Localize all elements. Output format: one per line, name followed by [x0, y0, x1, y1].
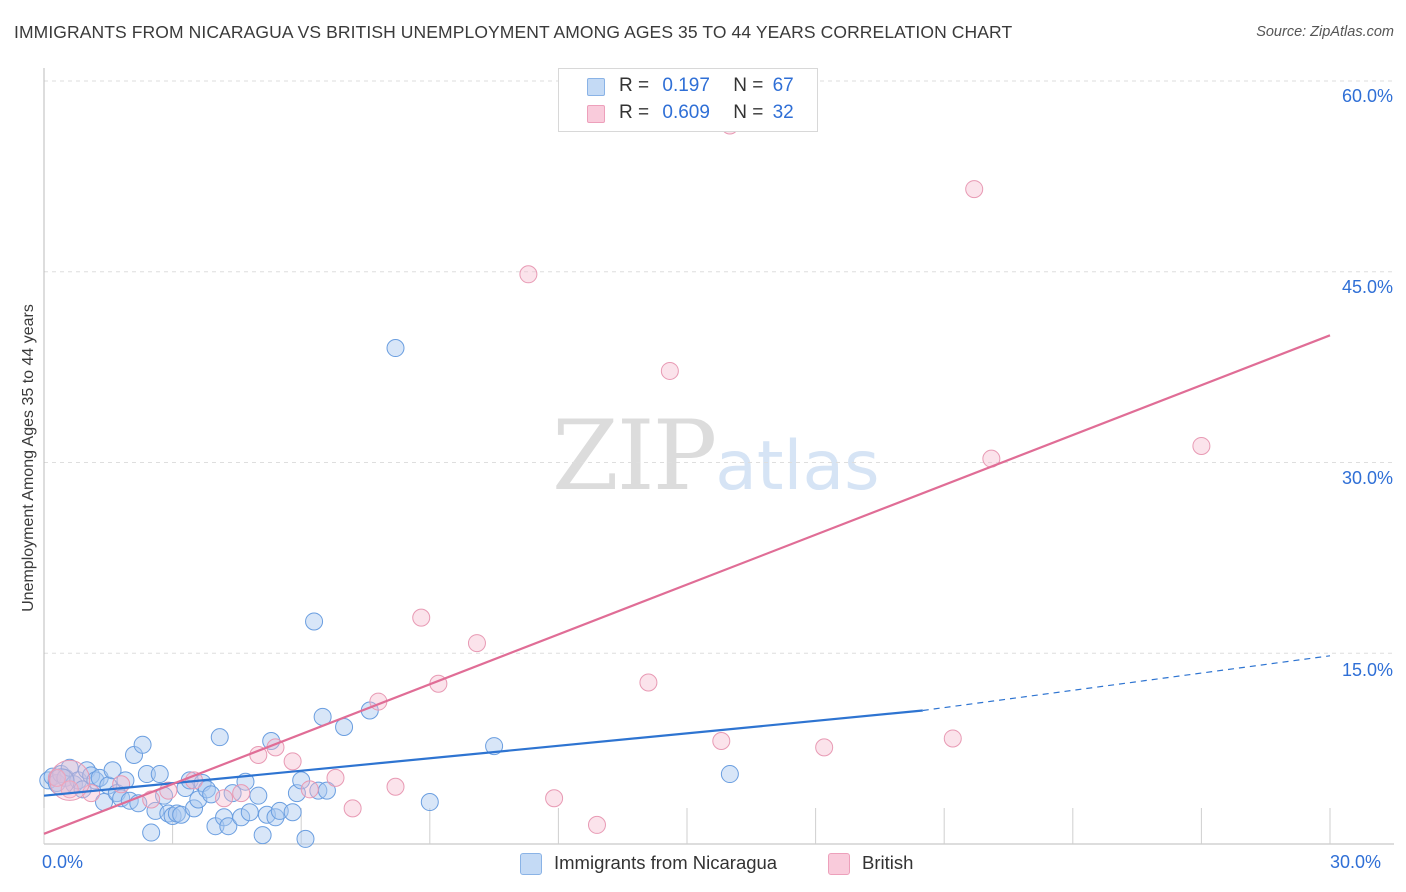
- y-tick-label-15: 15.0%: [1341, 660, 1393, 680]
- legend-swatch-nicaragua: [587, 78, 605, 96]
- data-point-nicaragua-5: [60, 758, 79, 777]
- data-point-nicaragua-26: [150, 765, 169, 784]
- bottom-legend-swatch-nicaragua: [520, 853, 542, 875]
- data-point-british-24: [660, 361, 679, 380]
- y-tick-label-45: 45.0%: [1341, 277, 1393, 297]
- data-point-nicaragua-56: [296, 829, 315, 848]
- source-credit: Source: ZipAtlas.com: [1256, 24, 1394, 40]
- data-point-nicaragua-24: [142, 823, 161, 842]
- trendline-nicaragua: [43, 709, 923, 797]
- legend-r-label: R =: [619, 75, 650, 96]
- legend-n-value-british: 32: [772, 102, 794, 123]
- trendline-nicaragua-projection: [922, 655, 1331, 712]
- data-point-british-7: [215, 789, 234, 808]
- zipatlas-watermark: ZIPatlas: [552, 400, 880, 512]
- data-point-british-13: [326, 768, 345, 787]
- watermark-zip: ZIP: [552, 400, 717, 512]
- data-point-nicaragua-63: [386, 339, 405, 358]
- grid-lines: [44, 80, 1394, 654]
- axes: [43, 68, 1394, 845]
- data-point-nicaragua-15: [103, 761, 122, 780]
- x-tick-label-min: 0.0%: [42, 852, 84, 872]
- bottom-legend-label-nicaragua: Immigrants from Nicaragua: [554, 852, 778, 873]
- y-tick-label-30: 30.0%: [1341, 468, 1393, 488]
- data-point-nicaragua-40: [210, 728, 229, 747]
- legend-n-label: N =: [733, 102, 764, 123]
- data-point-nicaragua-46: [240, 803, 259, 822]
- data-point-nicaragua-8: [73, 780, 92, 799]
- data-point-nicaragua-48: [253, 826, 272, 845]
- data-point-british-27: [815, 738, 834, 757]
- data-point-nicaragua-22: [133, 735, 152, 754]
- data-point-nicaragua-57: [305, 612, 324, 631]
- data-point-british-8: [232, 784, 251, 803]
- data-point-nicaragua-52: [270, 801, 289, 820]
- series-british: [47, 116, 1211, 834]
- data-point-british-12: [300, 780, 319, 799]
- legend-swatch-british: [587, 105, 605, 123]
- data-point-nicaragua-42: [219, 817, 238, 836]
- data-point-nicaragua-53: [283, 803, 302, 822]
- data-point-british-19: [467, 634, 486, 653]
- y-tick-label-60: 60.0%: [1341, 86, 1393, 106]
- data-point-british-2: [82, 784, 101, 803]
- data-point-nicaragua-65: [485, 737, 504, 756]
- data-point-british-3: [112, 775, 131, 794]
- data-point-british-17: [412, 608, 431, 627]
- data-point-british-23: [639, 673, 658, 692]
- data-point-british-0: [47, 768, 66, 787]
- data-point-british-22: [587, 815, 606, 834]
- y-axis-label: Unemployment Among Ages 35 to 44 years: [20, 304, 37, 612]
- legend-n-value-nicaragua: 67: [772, 75, 794, 96]
- cluster-point-british: [49, 759, 91, 801]
- data-point-nicaragua-44: [232, 808, 251, 827]
- data-point-british-16: [386, 777, 405, 796]
- legend-r-value-british: 0.609: [662, 102, 710, 123]
- watermark-atlas: atlas: [715, 427, 880, 506]
- data-point-nicaragua-23: [137, 765, 156, 784]
- trendline-british: [43, 334, 1331, 835]
- data-point-british-20: [519, 265, 538, 284]
- legend-n-label: N =: [733, 75, 764, 96]
- data-point-british-4: [142, 790, 161, 809]
- bottom-legend-label-british: British: [862, 852, 914, 873]
- x-tick-label-max: 30.0%: [1330, 852, 1382, 872]
- legend-r-value-nicaragua: 0.197: [662, 75, 710, 96]
- data-point-british-28: [943, 729, 962, 748]
- chart-title: IMMIGRANTS FROM NICARAGUA VS BRITISH UNE…: [14, 22, 1013, 42]
- data-point-nicaragua-64: [420, 793, 439, 812]
- data-point-nicaragua-61: [335, 718, 354, 737]
- trend-lines: [43, 334, 1331, 835]
- data-point-british-21: [545, 789, 564, 808]
- data-point-nicaragua-47: [249, 786, 268, 805]
- correlation-legend: R = 0.197 N = 67 R = 0.609 N = 32: [558, 68, 818, 132]
- data-point-nicaragua-66: [720, 765, 739, 784]
- data-point-british-29: [965, 180, 984, 199]
- data-point-british-31: [1192, 436, 1211, 455]
- data-point-nicaragua-34: [185, 799, 204, 818]
- data-point-british-11: [283, 752, 302, 771]
- data-point-british-14: [343, 799, 362, 818]
- series-immigrants-from-nicaragua: [39, 339, 739, 848]
- bottom-legend-swatch-british: [828, 853, 850, 875]
- data-point-british-25: [712, 731, 731, 750]
- legend-r-label: R =: [619, 102, 650, 123]
